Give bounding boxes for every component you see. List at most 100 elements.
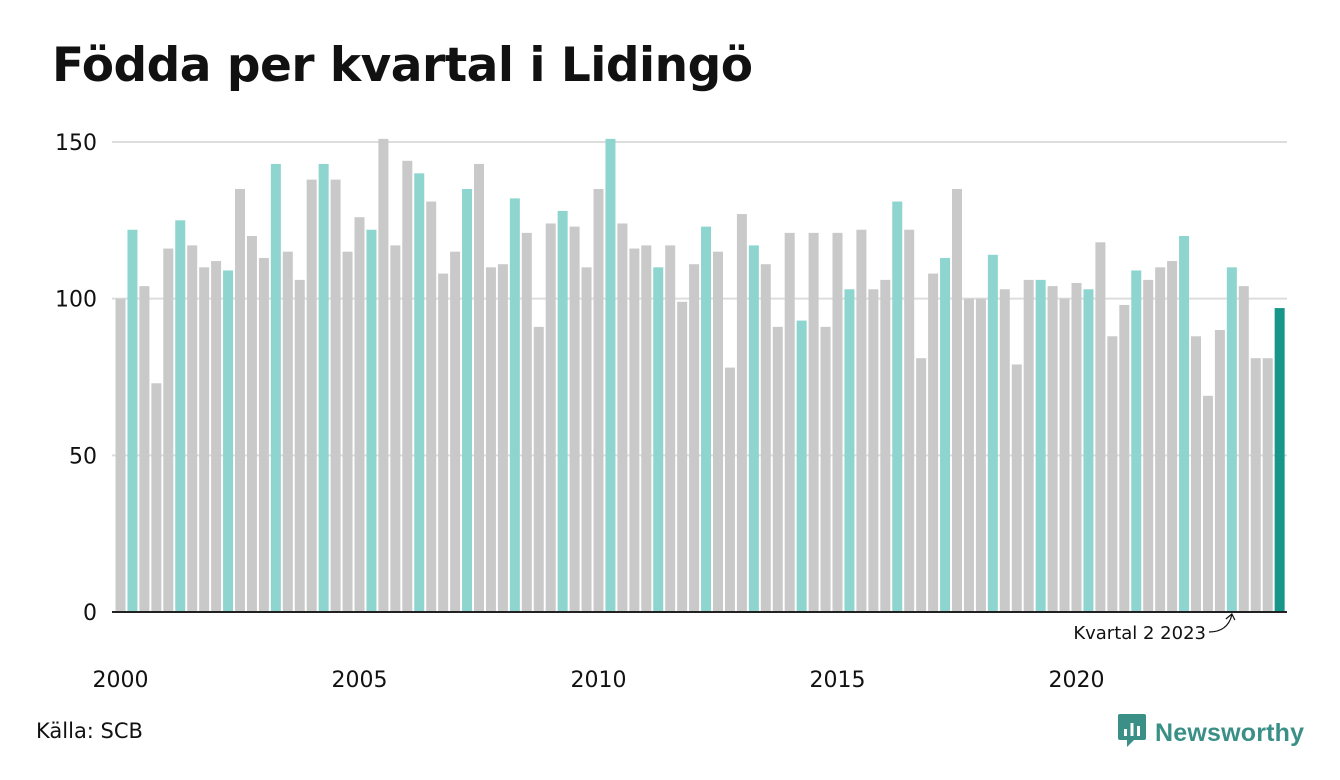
bar-2020-q1 — [1071, 283, 1082, 612]
bar-2023-q3 — [1238, 286, 1249, 612]
bar-2001-q1 — [163, 248, 174, 613]
bar-2016-q4 — [916, 358, 927, 612]
bar-2009-q3 — [569, 226, 580, 612]
annotation-label: Kvartal 2 2023 — [1073, 623, 1206, 644]
bar-2006-q1 — [402, 160, 413, 613]
bar-2020-q4 — [1107, 336, 1118, 612]
bar-2013-q1 — [736, 214, 747, 613]
y-axis-ticks: 0 50 100 150 — [55, 131, 97, 626]
bar-2011-q1 — [641, 245, 652, 612]
bar-2011-q2 — [653, 267, 664, 612]
bar-2022-q3 — [1191, 336, 1201, 612]
x-tick-label: 2020 — [1049, 668, 1105, 693]
bar-2000-q3 — [139, 286, 150, 612]
bar-2010-q1 — [593, 189, 604, 612]
bar-2013-q2 — [748, 245, 759, 612]
bar-2017-q4 — [963, 298, 974, 612]
bar-2003-q3 — [282, 251, 293, 612]
bar-2009-q1 — [545, 223, 556, 612]
bar-2002-q1 — [211, 261, 222, 612]
bar-2018-q3 — [999, 289, 1010, 612]
bar-2008-q3 — [521, 232, 532, 612]
bar-2007-q4 — [485, 267, 496, 612]
bar-2010-q3 — [617, 223, 628, 612]
bar-2014-q1 — [784, 232, 795, 612]
brand-name: Newsworthy — [1155, 718, 1305, 747]
bar-2016-q1 — [880, 279, 891, 612]
bar-2005-q2 — [366, 229, 377, 612]
bar-2014-q2 — [796, 320, 807, 612]
bar-2005-q4 — [390, 245, 401, 612]
brand-logo[interactable]: Newsworthy — [1117, 714, 1304, 752]
bar-2007-q1 — [450, 251, 461, 612]
bar-2001-q4 — [199, 267, 210, 612]
x-tick-label: 2010 — [571, 668, 627, 693]
bar-2021-q3 — [1143, 279, 1154, 612]
bar-2010-q4 — [629, 248, 640, 613]
bar-2006-q2 — [414, 173, 425, 613]
bar-2000-q1 — [115, 298, 126, 612]
bar-2008-q1 — [497, 264, 508, 612]
bar-2006-q3 — [426, 201, 437, 613]
bar-2002-q4 — [246, 236, 257, 612]
bar-2003-q2 — [270, 163, 281, 612]
bar-2024-q1 — [1262, 358, 1273, 612]
bar-2021-q2 — [1131, 270, 1142, 612]
bar-2017-q1 — [928, 273, 939, 612]
bar-2008-q4 — [533, 326, 544, 612]
bar-2018-q4 — [1011, 364, 1022, 612]
bar-2010-q2 — [605, 138, 616, 612]
y-tick-label: 100 — [55, 288, 97, 313]
bar-2024-q2 — [1274, 308, 1285, 612]
bar-2001-q3 — [187, 245, 198, 612]
bar-2023-q1 — [1214, 330, 1225, 612]
bar-2019-q2 — [1035, 279, 1046, 612]
bar-2007-q3 — [474, 163, 484, 612]
bar-2017-q3 — [952, 189, 962, 612]
bar-2003-q1 — [258, 257, 269, 612]
bar-2019-q3 — [1047, 286, 1058, 612]
y-tick-label: 0 — [83, 601, 97, 626]
bars — [115, 138, 1285, 613]
bar-2014-q4 — [820, 326, 831, 612]
bar-2021-q1 — [1119, 304, 1130, 612]
bar-2022-q1 — [1167, 261, 1178, 612]
bar-2015-q4 — [868, 289, 879, 612]
bar-2023-q4 — [1250, 358, 1261, 612]
bar-2003-q4 — [294, 279, 305, 612]
bar-2012-q2 — [701, 226, 712, 612]
bar-2009-q4 — [581, 267, 592, 612]
bar-2005-q3 — [378, 138, 389, 612]
bar-2006-q4 — [438, 273, 449, 612]
bar-2015-q2 — [844, 289, 855, 612]
bar-2017-q2 — [940, 257, 951, 612]
bar-2015-q1 — [832, 232, 843, 612]
bar-2015-q3 — [856, 229, 867, 612]
bar-2012-q1 — [689, 264, 700, 612]
bar-2016-q3 — [904, 229, 915, 612]
bar-2012-q4 — [724, 367, 735, 612]
bar-2004-q2 — [318, 163, 329, 612]
bar-2004-q3 — [330, 179, 341, 612]
bar-2014-q3 — [808, 232, 819, 612]
bar-2007-q2 — [462, 189, 473, 612]
y-tick-label: 150 — [55, 131, 97, 156]
bar-2018-q1 — [975, 298, 986, 612]
annotation: Kvartal 2 2023 — [1073, 613, 1236, 644]
bar-2009-q2 — [557, 210, 568, 612]
bar-2012-q3 — [713, 251, 723, 612]
bar-2020-q3 — [1095, 242, 1106, 612]
bar-2013-q4 — [772, 326, 783, 612]
newsworthy-logo-icon — [1117, 712, 1147, 754]
bar-2016-q2 — [892, 201, 903, 613]
x-tick-label: 2005 — [332, 668, 388, 693]
bar-2002-q2 — [223, 270, 234, 612]
y-tick-label: 50 — [69, 444, 97, 469]
source-note: Källa: SCB — [36, 719, 143, 743]
bar-2008-q2 — [509, 198, 520, 612]
bar-2021-q4 — [1155, 267, 1166, 612]
x-tick-label: 2015 — [810, 668, 866, 693]
chart-title: Födda per kvartal i Lidingö — [52, 38, 753, 93]
bar-2018-q2 — [987, 254, 998, 613]
bar-2005-q1 — [354, 217, 365, 612]
